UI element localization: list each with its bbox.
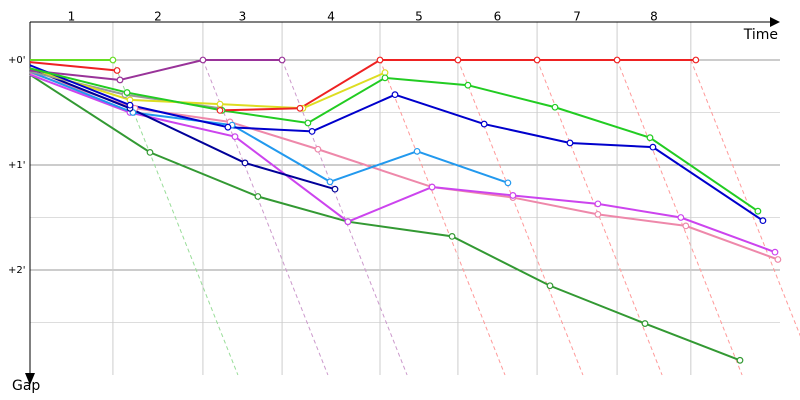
data-point <box>504 179 512 187</box>
data-point <box>464 81 472 89</box>
lap-label: 4 <box>327 10 335 24</box>
data-point <box>692 56 700 64</box>
data-point <box>224 123 232 131</box>
data-point <box>613 56 621 64</box>
data-point <box>146 148 154 156</box>
data-point <box>551 103 559 111</box>
data-point <box>126 101 134 109</box>
y-tick-label: +1' <box>8 160 26 171</box>
x-axis-label: Time <box>743 27 778 43</box>
data-point <box>428 183 436 191</box>
y-axis-arrow <box>25 373 35 385</box>
data-point <box>754 207 762 215</box>
data-point <box>296 104 304 112</box>
data-point <box>216 106 224 114</box>
data-point <box>649 143 657 151</box>
series-line <box>29 70 509 184</box>
data-point <box>533 56 541 64</box>
data-point <box>344 218 352 226</box>
data-point <box>682 222 690 230</box>
data-point <box>254 193 262 200</box>
data-point <box>774 256 782 263</box>
data-point <box>391 91 399 99</box>
x-axis-arrow <box>770 17 780 27</box>
data-point <box>123 89 131 96</box>
y-axis-label: Gap <box>12 378 40 394</box>
series-line <box>29 67 336 191</box>
series-line <box>29 64 764 222</box>
data-point <box>116 76 124 84</box>
series-line <box>29 73 741 362</box>
data-point <box>413 147 421 155</box>
lap-diagonal <box>379 59 506 376</box>
data-point <box>771 248 779 256</box>
lap-diagonal <box>690 59 800 337</box>
data-point <box>376 56 384 64</box>
lap-label: 8 <box>650 10 658 24</box>
y-tick-label: +0' <box>8 55 26 66</box>
data-point <box>509 192 517 199</box>
data-point <box>646 134 654 142</box>
data-point <box>566 139 574 147</box>
data-point <box>278 56 286 64</box>
data-point <box>759 217 767 225</box>
series-line <box>29 59 283 81</box>
data-point <box>546 282 554 290</box>
lap-label: 5 <box>415 10 423 24</box>
data-point <box>641 320 649 327</box>
data-point <box>241 159 249 167</box>
data-point <box>594 200 602 208</box>
data-point <box>480 120 488 128</box>
data-point <box>199 56 207 64</box>
lap-label: 6 <box>494 10 502 24</box>
data-point <box>736 356 744 364</box>
data-point <box>594 210 602 218</box>
lap-diagonal <box>281 59 408 376</box>
data-point <box>109 56 117 64</box>
lap-diagonal <box>457 59 584 376</box>
data-point <box>331 185 339 193</box>
lap-label: 3 <box>239 10 247 24</box>
lap-label: 7 <box>573 10 581 24</box>
data-point <box>326 178 334 186</box>
data-point <box>113 67 121 74</box>
lap-label: 1 <box>68 10 76 24</box>
data-point <box>677 214 685 221</box>
data-point <box>454 56 462 64</box>
lap-label: 2 <box>154 10 162 24</box>
data-point <box>216 100 224 108</box>
data-point <box>304 119 312 127</box>
data-point <box>448 232 456 240</box>
data-point <box>231 133 239 141</box>
y-tick-label: +2' <box>8 265 26 276</box>
data-point <box>314 145 322 153</box>
data-point <box>381 74 389 82</box>
data-point <box>308 127 316 135</box>
